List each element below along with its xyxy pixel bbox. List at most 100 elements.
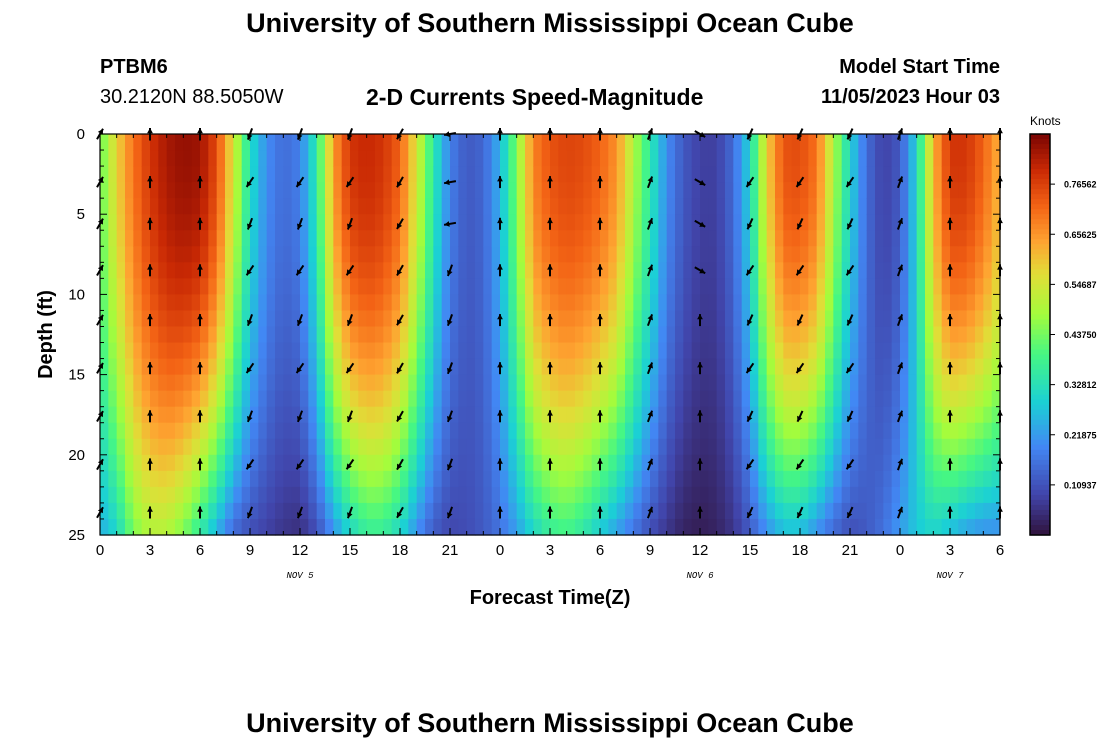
heatmap-cell xyxy=(166,262,176,279)
heatmap-cell xyxy=(700,294,709,312)
heatmap-cell xyxy=(791,246,801,263)
heatmap-cell xyxy=(241,374,251,392)
heatmap-cell xyxy=(633,422,643,440)
heatmap-cell xyxy=(100,374,109,392)
heatmap-cell xyxy=(175,198,184,215)
colorbar-band xyxy=(1030,284,1050,290)
heatmap-cell xyxy=(116,198,126,215)
heatmap-cell xyxy=(883,182,893,199)
heatmap-cell xyxy=(716,406,726,424)
current-vector-arrow xyxy=(597,362,603,375)
heatmap-cell xyxy=(733,198,743,215)
heatmap-cell xyxy=(175,326,184,344)
heatmap-cell xyxy=(841,438,851,456)
heatmap-cell xyxy=(808,214,818,231)
heatmap-cell xyxy=(850,470,859,488)
heatmap-cell xyxy=(591,134,601,151)
heatmap-cell xyxy=(983,454,993,472)
heatmap-cell xyxy=(375,182,384,199)
heatmap-cell xyxy=(875,326,884,344)
heatmap-cell xyxy=(891,454,901,472)
heatmap-cell xyxy=(283,278,293,295)
heatmap-cell xyxy=(900,166,909,183)
heatmap-cell xyxy=(166,166,176,183)
heatmap-cell xyxy=(583,438,593,456)
heatmap-cell xyxy=(591,198,601,215)
heatmap-cell xyxy=(408,502,418,520)
heatmap-cell xyxy=(258,406,268,424)
heatmap-cell xyxy=(983,214,993,231)
current-vector-arrow xyxy=(246,314,254,327)
heatmap-cell xyxy=(150,374,159,392)
heatmap-cell xyxy=(841,166,851,183)
heatmap-cell xyxy=(908,374,918,392)
heatmap-cell xyxy=(716,470,726,488)
heatmap-cell xyxy=(141,342,151,360)
heatmap-cell xyxy=(916,422,926,440)
heatmap-cell xyxy=(933,134,943,151)
current-vector-arrow xyxy=(296,217,304,230)
heatmap-cell xyxy=(108,422,118,440)
heatmap-cell xyxy=(958,262,968,279)
heatmap-cell xyxy=(808,502,818,520)
heatmap-cell xyxy=(275,518,284,536)
heatmap-cell xyxy=(883,198,893,215)
heatmap-cell xyxy=(325,182,334,199)
heatmap-cell xyxy=(458,374,468,392)
heatmap-cell xyxy=(766,470,776,488)
heatmap-cell xyxy=(383,246,393,263)
heatmap-cell xyxy=(708,150,718,167)
heatmap-cell xyxy=(675,150,684,167)
heatmap-cell xyxy=(841,150,851,167)
heatmap-cell xyxy=(175,470,184,488)
heatmap-cell xyxy=(516,294,526,312)
heatmap-cell xyxy=(266,230,276,247)
heatmap-cell xyxy=(141,134,151,151)
heatmap-cell xyxy=(400,134,409,151)
heatmap-cell xyxy=(433,262,443,279)
heatmap-cell xyxy=(550,230,559,247)
heatmap-cell xyxy=(991,230,1001,247)
heatmap-cell xyxy=(775,518,784,536)
heatmap-cell xyxy=(908,326,918,344)
heatmap-cell xyxy=(250,262,259,279)
heatmap-cell xyxy=(141,422,151,440)
heatmap-cell xyxy=(550,422,559,440)
heatmap-cell xyxy=(100,518,109,536)
colorbar-band xyxy=(1030,149,1050,155)
heatmap-cell xyxy=(108,230,118,247)
heatmap-cell xyxy=(400,230,409,247)
heatmap-cell xyxy=(950,150,959,167)
heatmap-cell xyxy=(833,342,843,360)
heatmap-cell xyxy=(241,470,251,488)
heatmap-cell xyxy=(575,342,584,360)
heatmap-cell xyxy=(441,374,451,392)
heatmap-cell xyxy=(316,374,326,392)
heatmap-cell xyxy=(583,278,593,295)
heatmap-cell xyxy=(941,230,951,247)
heatmap-cell xyxy=(333,214,343,231)
heatmap-cell xyxy=(241,214,251,231)
heatmap-cell xyxy=(175,422,184,440)
current-vector-arrow xyxy=(446,314,454,327)
heatmap-cell xyxy=(125,454,134,472)
current-vector-arrow xyxy=(296,314,304,327)
heatmap-cell xyxy=(375,134,384,151)
heatmap-cell xyxy=(833,486,843,504)
heatmap-cell xyxy=(733,246,743,263)
heatmap-cell xyxy=(875,502,884,520)
heatmap-cell xyxy=(475,230,484,247)
heatmap-cell xyxy=(783,214,793,231)
heatmap-cell xyxy=(183,246,193,263)
heatmap-cell xyxy=(433,230,443,247)
colorbar-band xyxy=(1030,379,1050,386)
heatmap-cell xyxy=(241,502,251,520)
heatmap-cell xyxy=(783,230,793,247)
heatmap-cell xyxy=(783,438,793,456)
heatmap-cell xyxy=(108,294,118,312)
x-tick-label: 12 xyxy=(292,542,309,559)
heatmap-cell xyxy=(883,214,893,231)
heatmap-cell xyxy=(866,358,876,376)
heatmap-cell xyxy=(541,438,551,456)
heatmap-cell xyxy=(591,470,601,488)
